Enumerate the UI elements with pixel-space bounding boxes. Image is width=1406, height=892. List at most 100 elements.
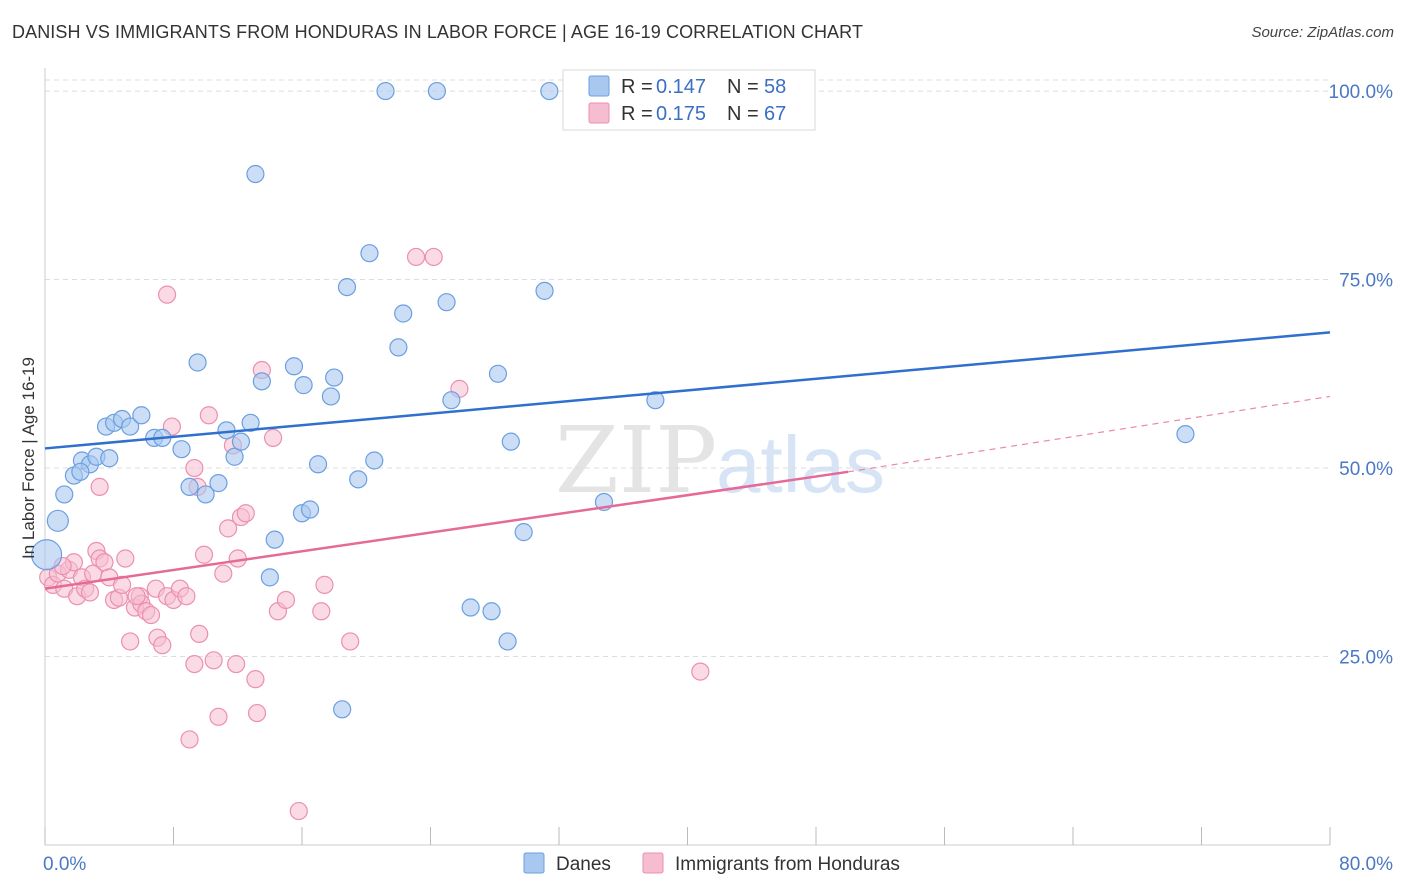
honduras-point: [141, 605, 161, 625]
danes-point: [71, 462, 90, 481]
series-legend-danes: Danes: [556, 854, 611, 875]
legend-swatch-danes: [588, 75, 610, 97]
honduras-point: [289, 801, 308, 821]
danes-point: [180, 477, 199, 496]
honduras-point: [246, 670, 265, 689]
danes-point: [427, 81, 447, 101]
danes-point: [100, 449, 119, 468]
danes-point: [337, 277, 357, 297]
legend-honduras-n-value: 67: [764, 103, 786, 125]
honduras-point: [219, 519, 238, 538]
honduras-point: [341, 632, 360, 651]
trend-lines: [44, 331, 1331, 590]
danes-point: [172, 440, 191, 459]
danes-point: [196, 485, 215, 504]
honduras-point: [247, 703, 267, 723]
honduras-point: [153, 636, 172, 655]
honduras-point: [276, 590, 296, 610]
danes-trend-line: [44, 331, 1331, 450]
danes-point: [132, 406, 151, 425]
danes-point: [488, 364, 508, 383]
honduras-point: [185, 458, 204, 478]
gridlines: [45, 79, 1330, 658]
danes-point: [284, 357, 304, 376]
x-tick-label-max: 80.0%: [1339, 854, 1393, 875]
danes-point: [535, 281, 554, 300]
stats-legend: R = 0.147 N = 58 R = 0.175 N = 67: [562, 69, 816, 131]
danes-point: [333, 700, 352, 719]
danes-point: [498, 632, 517, 651]
danes-point: [325, 368, 344, 387]
honduras-point: [127, 587, 146, 606]
danes-point: [1176, 425, 1195, 444]
danes-point: [209, 474, 228, 493]
legend-honduras-r-value: 0.175: [656, 103, 706, 125]
honduras-point: [177, 587, 196, 606]
honduras-point: [227, 654, 246, 674]
honduras-point: [209, 707, 228, 726]
legend-swatch-honduras: [588, 102, 610, 124]
honduras-point: [121, 632, 140, 651]
honduras-point: [312, 602, 331, 621]
y-tick-label: 100.0%: [1329, 82, 1394, 103]
danes-point: [31, 539, 63, 571]
danes-point: [265, 530, 284, 549]
honduras-point: [199, 406, 218, 425]
y-tick-label: 25.0%: [1339, 648, 1393, 669]
honduras-point: [406, 247, 426, 267]
danes-point: [188, 353, 207, 372]
honduras-trend-extension: [848, 395, 1331, 473]
danes-point: [501, 432, 520, 451]
danes-point: [241, 413, 260, 432]
honduras-point: [236, 504, 255, 523]
honduras-trend-line: [44, 470, 849, 590]
danes-point: [461, 598, 480, 617]
chart-title: DANISH VS IMMIGRANTS FROM HONDURAS IN LA…: [12, 22, 864, 42]
danes-points: [31, 81, 1195, 719]
honduras-points: [39, 247, 710, 821]
series-legend-swatch-honduras: [642, 852, 664, 874]
danes-point: [246, 164, 265, 184]
honduras-point: [424, 247, 443, 267]
legend-honduras-r-label: R =: [621, 103, 658, 125]
danes-point: [349, 470, 368, 489]
honduras-point: [116, 549, 135, 568]
honduras-point: [80, 583, 100, 602]
legend-danes-r-value: 0.147: [656, 76, 706, 98]
honduras-point: [190, 624, 209, 644]
danes-point: [540, 81, 559, 101]
honduras-point: [204, 651, 223, 670]
y-tick-label: 50.0%: [1339, 459, 1393, 480]
series-legend: Danes Immigrants from Honduras: [523, 852, 900, 875]
x-tick-label-min: 0.0%: [43, 854, 86, 875]
watermark-zip: ZIP: [555, 407, 717, 514]
danes-point: [442, 391, 461, 410]
danes-point: [225, 447, 244, 466]
watermark-atlas: atlas: [716, 420, 885, 509]
danes-point: [437, 293, 456, 312]
honduras-point: [194, 545, 214, 564]
honduras-point: [214, 564, 233, 583]
danes-point: [321, 387, 341, 406]
y-tick-label: 75.0%: [1339, 271, 1393, 292]
danes-point: [294, 376, 313, 395]
honduras-point: [315, 575, 334, 594]
honduras-point: [185, 654, 204, 674]
legend-honduras-n-label: N =: [727, 103, 764, 125]
legend-danes-n-label: N =: [727, 76, 764, 98]
danes-point: [260, 568, 279, 587]
danes-point: [394, 304, 413, 323]
danes-point: [376, 81, 395, 101]
honduras-point: [263, 428, 283, 447]
danes-point: [55, 485, 74, 504]
danes-point: [482, 602, 501, 621]
danes-point: [121, 417, 140, 436]
watermark: ZIP atlas: [555, 407, 885, 514]
honduras-point: [180, 730, 199, 749]
danes-point: [300, 500, 320, 519]
danes-point: [360, 244, 379, 263]
legend-danes-n-value: 58: [764, 76, 786, 98]
danes-point: [46, 509, 69, 532]
y-axis-label: In Labor Force | Age 16-19: [19, 357, 38, 559]
danes-point: [646, 391, 665, 410]
